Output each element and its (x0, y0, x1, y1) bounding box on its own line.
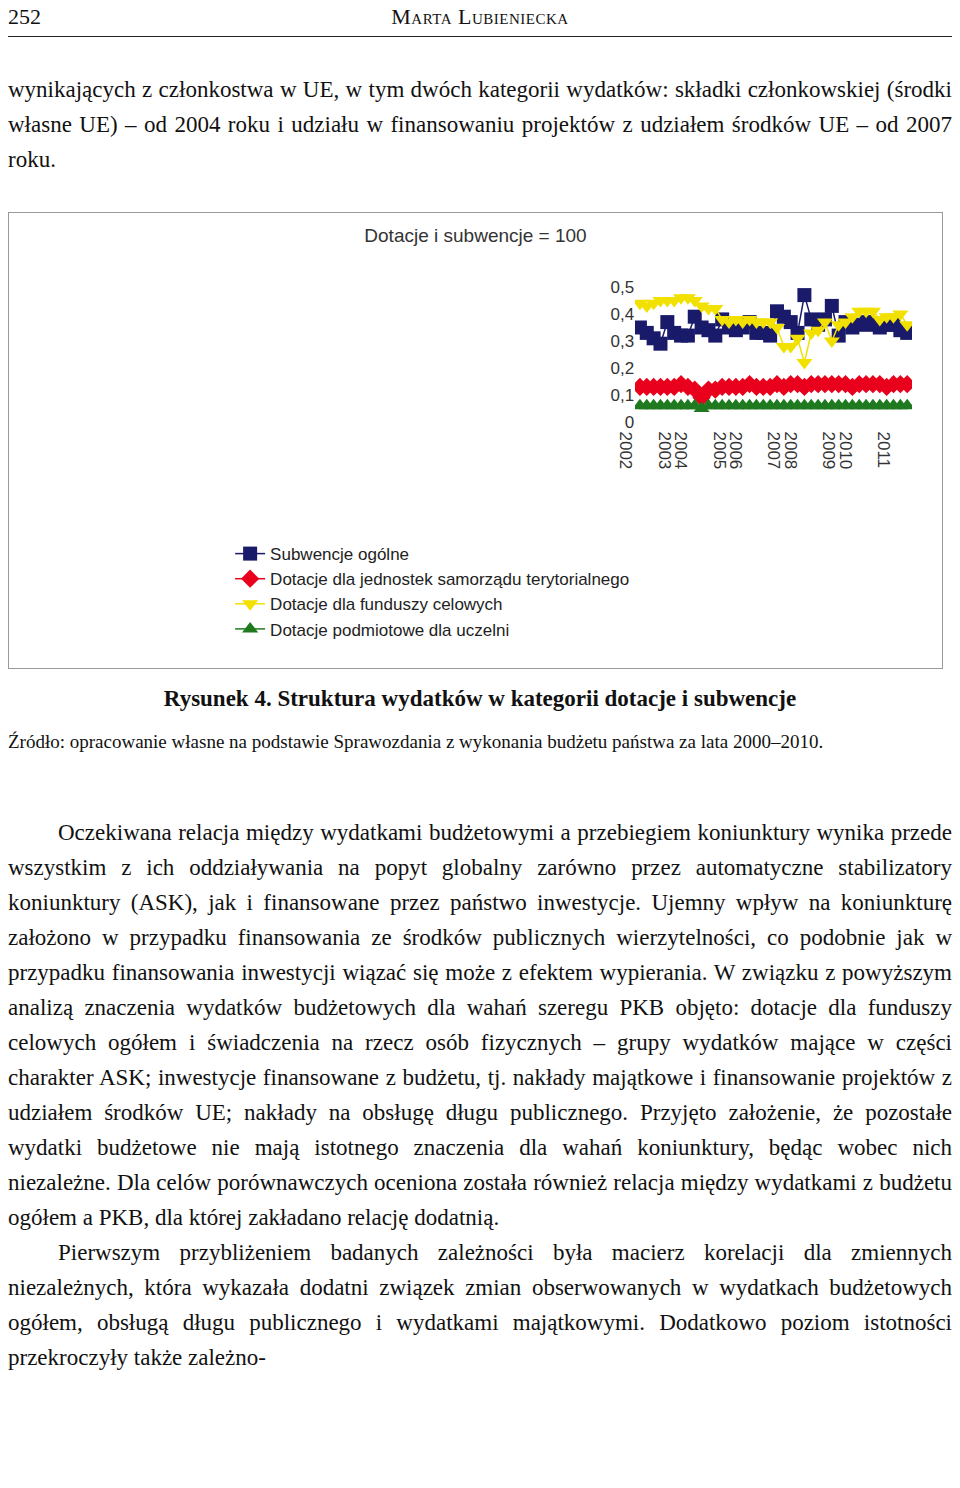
svg-text:0,5: 0,5 (610, 278, 634, 297)
svg-text:Dotacje dla funduszy celowych: Dotacje dla funduszy celowych (270, 595, 502, 614)
svg-text:0,2: 0,2 (610, 359, 634, 378)
svg-text:0,1: 0,1 (610, 386, 634, 405)
svg-text:2007: 2007 (764, 432, 783, 470)
svg-text:2002: 2002 (616, 432, 635, 470)
svg-text:2008: 2008 (781, 432, 800, 470)
svg-text:2003: 2003 (655, 432, 674, 470)
svg-text:Dotacje i subwencje = 100: Dotacje i subwencje = 100 (364, 225, 586, 246)
html-text:Marta Lubieniecka: Marta Lubieniecka (391, 4, 569, 29)
html-text:Pierwszym przybliżeniem badany: Pierwszym przybliżeniem badanych zależno… (8, 1240, 952, 1370)
html-text:252: 252 (8, 4, 41, 29)
svg-text:2005: 2005 (710, 432, 729, 470)
svg-text:2011: 2011 (874, 432, 893, 469)
svg-text:2004: 2004 (671, 432, 690, 470)
html-text:Źródło: opracowanie własne na: Źródło: opracowanie własne na podstawie … (8, 731, 824, 752)
svg-text:2010: 2010 (836, 432, 855, 470)
svg-text:2009: 2009 (819, 432, 838, 470)
html-text:Oczekiwana relacja między wyda: Oczekiwana relacja między wydatkami budż… (8, 820, 952, 1230)
svg-text:Subwencje ogólne: Subwencje ogólne (270, 545, 409, 564)
svg-text:0: 0 (625, 413, 634, 432)
html-text:wynikających z członkostwa w U: wynikających z członkostwa w UE, w tym d… (8, 77, 952, 172)
svg-text:2006: 2006 (726, 432, 745, 470)
svg-text:0,3: 0,3 (610, 332, 634, 351)
svg-text:0,4: 0,4 (610, 305, 634, 324)
html-text:Rysunek 4. Struktura wydatków: Rysunek 4. Struktura wydatków w kategori… (163, 686, 797, 711)
svg-text:Dotacje podmiotowe dla uczelni: Dotacje podmiotowe dla uczelni (270, 621, 509, 640)
svg-text:Dotacje dla jednostek samorząd: Dotacje dla jednostek samorządu terytori… (270, 570, 629, 589)
